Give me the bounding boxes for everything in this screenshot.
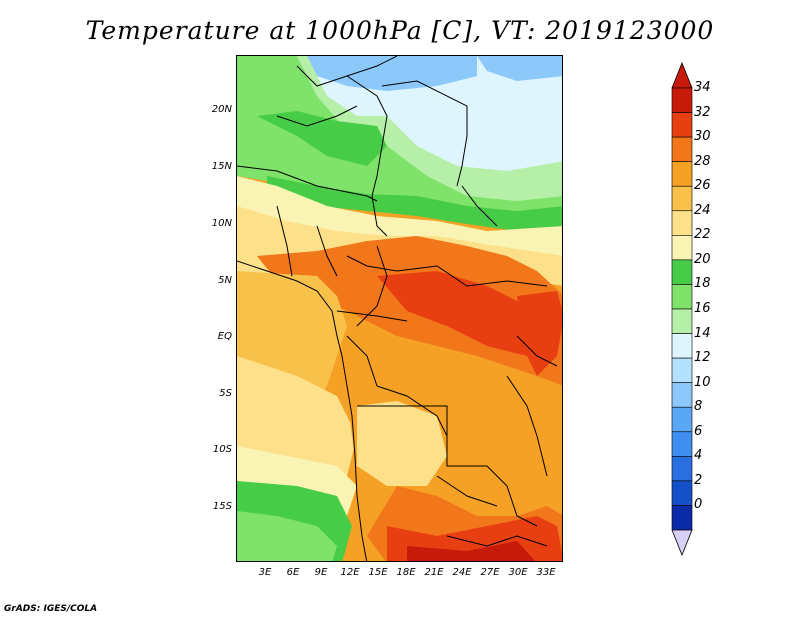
colorbar-segment <box>671 161 693 187</box>
chart-title: Temperature at 1000hPa [C], VT: 20191230… <box>85 16 715 45</box>
lon-label: 30E <box>508 567 528 578</box>
lat-label: 20N <box>211 104 232 115</box>
colorbar-segment <box>671 382 693 408</box>
colorbar-tick-label: 30 <box>694 129 711 145</box>
colorbar-segment <box>671 259 693 285</box>
colorbar <box>671 61 693 557</box>
lat-label: 15N <box>211 161 232 172</box>
lon-label: 33E <box>536 567 556 578</box>
colorbar-segment <box>671 185 693 212</box>
lat-label: 10N <box>211 218 232 229</box>
lat-label: 15S <box>212 501 232 512</box>
colorbar-over-triangle <box>671 61 693 89</box>
lon-label: 9E <box>314 567 328 578</box>
colorbar-segment <box>671 357 693 383</box>
lon-label: 3E <box>258 567 272 578</box>
colorbar-under-triangle <box>671 529 693 557</box>
lon-label: 24E <box>452 567 472 578</box>
colorbar-tick-label: 6 <box>694 423 703 439</box>
colorbar-segment <box>671 308 693 334</box>
field-over-34 <box>407 541 536 561</box>
lon-label: 6E <box>286 567 300 578</box>
colorbar-tick-label: 4 <box>694 448 703 464</box>
lon-label: 27E <box>480 567 500 578</box>
colorbar-tick-label: 34 <box>694 80 711 95</box>
colorbar-segment <box>671 87 693 113</box>
lon-label: 15E <box>368 567 388 578</box>
lon-label: 12E <box>340 567 360 578</box>
colorbar-segment <box>671 505 693 531</box>
colorbar-segment <box>671 456 693 482</box>
country-borders <box>237 56 558 547</box>
colorbar-segment <box>671 235 693 261</box>
footer-credit: GrADS: IGES/COLA <box>4 604 98 614</box>
field-18-20-sw <box>237 511 337 561</box>
colorbar-segment <box>671 112 693 138</box>
colorbar-tick-label: 24 <box>694 202 711 218</box>
temperature-field <box>237 56 562 561</box>
lon-label: 18E <box>396 567 416 578</box>
colorbar-tick-label: 2 <box>694 472 703 488</box>
colorbar-tick-label: 10 <box>694 374 711 390</box>
colorbar-segment <box>671 136 693 162</box>
lat-label: 10S <box>212 444 232 455</box>
colorbar-segment <box>671 333 693 359</box>
field-24-26-s <box>357 401 447 486</box>
field-12-14-ne <box>477 56 562 81</box>
lat-label: 5N <box>218 275 232 286</box>
colorbar-tick-label: 8 <box>694 399 703 415</box>
field-16-18 <box>237 56 562 221</box>
colorbar-segment <box>671 406 693 433</box>
map-area <box>236 55 563 562</box>
field-32-34-e <box>517 291 562 376</box>
colorbar-tick-label: 28 <box>694 153 711 169</box>
field-32-34-c <box>377 271 547 356</box>
lon-label: 21E <box>424 567 444 578</box>
colorbar-tick-label: 20 <box>694 251 711 267</box>
colorbar-tick-label: 18 <box>694 276 711 292</box>
field-12-14 <box>307 56 477 91</box>
colorbar-segment <box>671 431 693 457</box>
colorbar-tick-label: 26 <box>694 178 711 194</box>
colorbar-segment <box>671 284 693 310</box>
colorbar-segment <box>671 480 693 506</box>
colorbar-tick-label: 0 <box>694 497 703 513</box>
colorbar-tick-label: 16 <box>694 301 711 316</box>
colorbar-tick-label: 12 <box>694 350 711 366</box>
lat-label: EQ <box>217 331 232 342</box>
field-18-20 <box>237 56 562 226</box>
colorbar-tick-label: 22 <box>694 227 711 243</box>
coastline <box>237 260 368 561</box>
colorbar-tick-label: 14 <box>694 325 711 341</box>
colorbar-tick-label: 32 <box>694 104 711 120</box>
colorbar-segment <box>671 210 693 236</box>
field-20-22-a <box>257 111 387 166</box>
lat-label: 5S <box>219 388 232 399</box>
